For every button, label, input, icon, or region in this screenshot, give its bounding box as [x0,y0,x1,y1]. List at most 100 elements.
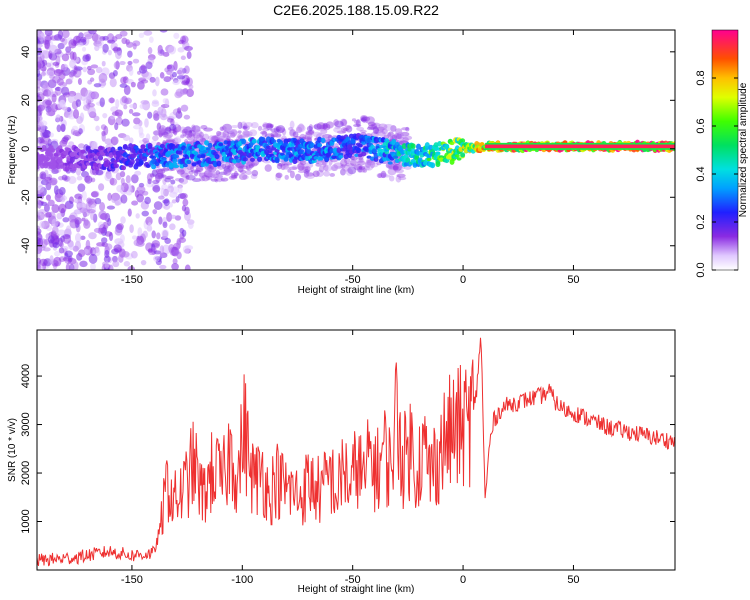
spectrogram-noise-blob [179,227,185,234]
spectrogram-noise-blob [69,59,76,69]
spectrogram-noise-blob [37,209,42,216]
spectrogram-x-tick-label: -50 [345,274,361,286]
spectrogram-noise-blob [152,130,162,136]
spectrogram-noise-blob [65,225,72,236]
spectrogram-noise-blob [242,130,250,138]
spectrogram-ridge-cell [393,155,399,159]
spectrogram-noise-blob [37,231,41,236]
spectrogram-noise-blob [49,255,54,265]
spectrogram-ridge-cell [151,155,157,160]
spectrogram-noise-blob [262,122,269,129]
spectrogram-noise-blob [120,194,128,204]
spectrogram-noise-blob [305,172,316,179]
spectrogram-noise-blob [173,60,178,71]
spectrogram-ridge-cell [204,140,210,146]
spectrogram-noise-blob [158,171,164,177]
spectrogram-noise-blob [58,71,66,80]
spectrogram-noise-blob [263,160,271,164]
spectrogram-noise-blob [101,237,108,244]
spectrogram-noise-blob [227,164,235,171]
spectrogram-ridge-cell [235,158,241,163]
spectrogram-noise-blob [371,122,381,130]
spectrogram-noise-blob [159,264,167,270]
spectrogram-noise-blob [108,97,116,104]
spectrogram-noise-blob [37,31,45,42]
spectrogram-noise-blob [340,164,346,169]
colorbar-tick-label: 0.8 [695,70,707,85]
spectrogram-noise-blob [180,133,187,138]
spectrogram-noise-blob [119,61,126,66]
spectrogram-noise-blob [77,78,82,86]
spectrogram-noise-blob [176,240,182,249]
spectrogram-noise-blob [129,103,137,109]
spectrogram-noise-blob [237,165,244,173]
spectrogram-noise-blob [126,41,134,48]
spectrogram-noise-blob [237,121,243,130]
spectrogram-noise-blob [152,135,159,141]
spectrogram-noise-blob [294,173,302,181]
spectrogram-ridge-cell [241,138,247,145]
spectrogram-noise-blob [160,88,169,96]
spectrogram-ridge-cell [98,155,104,161]
spectrogram-noise-blob [132,124,142,130]
spectrogram-ridge-cell [138,159,144,165]
spectrogram-noise-blob [162,177,167,185]
spectrogram-noise-blob [84,175,93,184]
spectrogram-noise-blob [342,127,349,132]
spectrogram-noise-blob [52,226,59,235]
spectrogram-noise-blob [101,213,108,221]
spectrogram-noise-blob [99,202,106,212]
spectrogram-ridge-cell [186,159,192,165]
colorbar-tick-label: 0.2 [695,214,707,229]
spectrogram-noise-blob [134,170,142,176]
spectrogram-noise-blob [184,264,191,270]
spectrogram-noise-blob [208,165,217,173]
spectrogram-ridge-cell [193,151,199,156]
spectrogram-noise-blob [334,166,343,170]
spectrogram-noise-blob [397,136,405,141]
spectrogram-noise-blob [228,129,238,136]
spectrogram-ridge-cell [140,144,146,150]
spectrogram-noise-blob [37,56,43,65]
spectrogram-noise-blob [180,104,189,112]
spectrogram-noise-blob [195,170,202,175]
spectrogram-noise-blob [210,178,218,182]
spectrogram-heatmap [37,30,675,270]
spectrogram-ridge-cell [145,164,151,168]
spectrogram-noise-blob [382,174,391,178]
spectrogram-noise-blob [68,176,77,185]
spectrogram-noise-blob [44,202,50,211]
spectrogram-noise-blob [230,175,238,180]
spectrogram-noise-blob [316,169,324,177]
spectrogram-noise-blob [107,218,112,226]
spectrogram-noise-blob [127,208,132,217]
spectrogram-noise-blob [257,125,263,131]
spectrogram-noise-blob [90,64,99,69]
spectrogram-noise-blob [62,30,70,39]
spectrogram-noise-blob [341,119,347,126]
spectrogram-noise-blob [158,216,163,225]
spectrogram-noise-blob [160,127,166,136]
spectrogram-noise-blob [320,129,328,135]
spectrogram-noise-blob [174,177,182,182]
spectrogram-noise-blob [50,103,57,110]
spectrogram-noise-blob [56,124,62,133]
spectrogram-noise-blob [154,168,160,173]
spectrogram-noise-blob [238,173,248,181]
spectrogram-tone-line [485,144,675,149]
spectrogram-noise-blob [176,169,185,175]
spectrogram-x-ticks: -150 -100 -50 0 50 [121,30,580,286]
spectrogram-noise-blob [145,133,151,141]
spectrogram-noise-blob [243,123,248,131]
spectrogram-ridge-cell [216,160,222,167]
spectrogram-noise-blob [265,122,273,131]
spectrogram-noise-blob [50,35,59,41]
spectrogram-noise-blob [112,47,121,52]
spectrogram-noise-blob [90,191,99,198]
spectrogram-ridge-cell [317,142,323,148]
spectrogram-noise-blob [396,173,406,178]
spectrogram-noise-blob [153,255,160,262]
spectrogram-noise-blob [149,36,154,44]
spectrogram-noise-blob [249,129,258,137]
spectrogram-noise-blob [39,138,46,144]
